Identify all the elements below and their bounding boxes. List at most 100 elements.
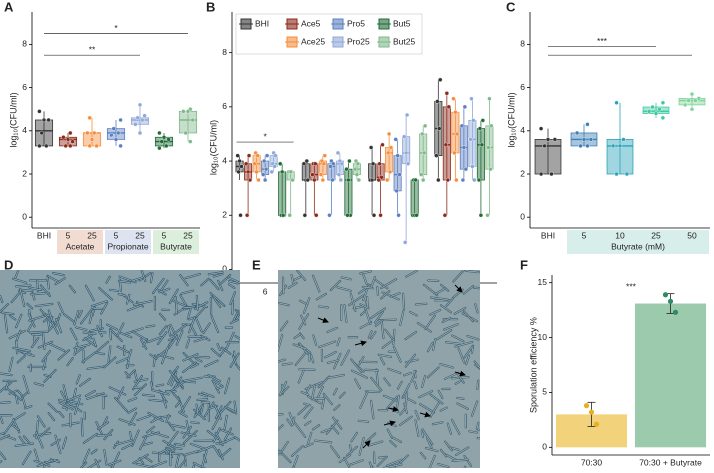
data-point — [66, 137, 70, 141]
data-point — [406, 162, 410, 166]
data-point — [539, 127, 543, 131]
data-point — [370, 178, 374, 182]
data-point — [423, 124, 427, 128]
data-point — [40, 131, 44, 135]
data-point — [394, 137, 398, 141]
data-point — [621, 137, 625, 141]
data-point — [585, 144, 589, 148]
data-point — [247, 154, 251, 158]
y-tick-label: 2 — [520, 168, 525, 178]
data-point — [618, 144, 622, 148]
bar — [635, 304, 706, 448]
data-point — [451, 97, 455, 101]
data-point — [386, 151, 390, 155]
data-point — [543, 144, 547, 148]
group-label: Butyrate (mM) — [611, 241, 665, 251]
data-point — [353, 167, 357, 171]
data-point — [302, 162, 306, 166]
x-tick-label: 5 — [114, 230, 119, 240]
data-point — [140, 118, 144, 122]
x-tick-label: 5 — [162, 230, 167, 240]
y-axis-label: Sporulation efficiency % — [528, 317, 538, 413]
data-point — [246, 170, 250, 174]
data-point — [44, 144, 48, 148]
data-point — [303, 213, 307, 217]
data-point — [460, 124, 464, 128]
y-tick-label: 15 — [538, 277, 548, 287]
data-point — [327, 213, 331, 217]
data-point — [240, 164, 244, 168]
box — [279, 172, 286, 215]
x-tick-label: 70:30 — [581, 457, 603, 467]
significance-label: *** — [626, 281, 637, 291]
y-tick-label: 0 — [520, 211, 525, 221]
data-point — [162, 135, 166, 139]
panel-label: A — [4, 0, 14, 14]
legend-label: BHI — [255, 18, 269, 28]
data-point — [668, 299, 673, 304]
y-tick-label: 0 — [22, 211, 27, 221]
micrograph — [0, 270, 250, 468]
data-point — [395, 189, 399, 193]
data-point — [385, 178, 389, 182]
x-tick-label: 25 — [651, 230, 661, 240]
data-point — [438, 78, 442, 82]
y-axis-label: log₁₀(CFU/ml) — [8, 92, 18, 147]
y-tick-label: 6 — [222, 101, 227, 111]
box — [179, 111, 196, 133]
data-point — [330, 178, 334, 182]
data-point — [167, 137, 171, 141]
data-point — [585, 122, 589, 126]
box — [679, 98, 705, 104]
data-point — [402, 135, 406, 139]
x-tick-label: 50 — [687, 230, 697, 240]
legend-label: But5 — [393, 18, 411, 28]
data-point — [661, 101, 665, 105]
data-point — [371, 162, 375, 166]
group-label: Butyrate — [160, 241, 192, 251]
data-point — [372, 213, 376, 217]
data-point — [253, 162, 257, 166]
x-tick-label: 25 — [135, 230, 145, 240]
data-point — [188, 140, 192, 144]
data-point — [396, 154, 400, 158]
box — [469, 120, 476, 166]
data-point — [319, 173, 323, 177]
data-point — [480, 143, 484, 147]
data-point — [453, 110, 457, 114]
data-point — [690, 107, 694, 111]
data-point — [687, 99, 691, 103]
legend-label: Ace25 — [301, 36, 325, 46]
data-point — [647, 109, 651, 113]
data-point — [255, 170, 259, 174]
data-point — [398, 173, 402, 177]
group-label: Acetate — [66, 241, 95, 251]
data-point — [61, 135, 65, 139]
data-point — [265, 154, 269, 158]
data-point — [37, 144, 41, 148]
legend-label: Pro25 — [347, 36, 370, 46]
data-point — [336, 151, 340, 155]
data-point — [95, 144, 99, 148]
y-tick-label: 4 — [520, 125, 525, 135]
data-point — [454, 178, 458, 182]
data-point — [322, 162, 326, 166]
data-point — [274, 154, 278, 158]
data-point — [119, 118, 123, 122]
data-point — [388, 170, 392, 174]
data-point — [257, 178, 261, 182]
data-point — [654, 112, 658, 116]
data-point — [575, 131, 579, 135]
data-point — [468, 137, 472, 141]
data-point — [472, 178, 476, 182]
legend-label: But25 — [393, 36, 415, 46]
data-point — [673, 310, 678, 315]
data-point — [397, 213, 401, 217]
data-point — [486, 146, 490, 150]
y-tick-label: 6 — [22, 82, 27, 92]
data-point — [256, 154, 260, 158]
legend-label: Pro5 — [347, 18, 365, 28]
data-point — [437, 127, 441, 131]
